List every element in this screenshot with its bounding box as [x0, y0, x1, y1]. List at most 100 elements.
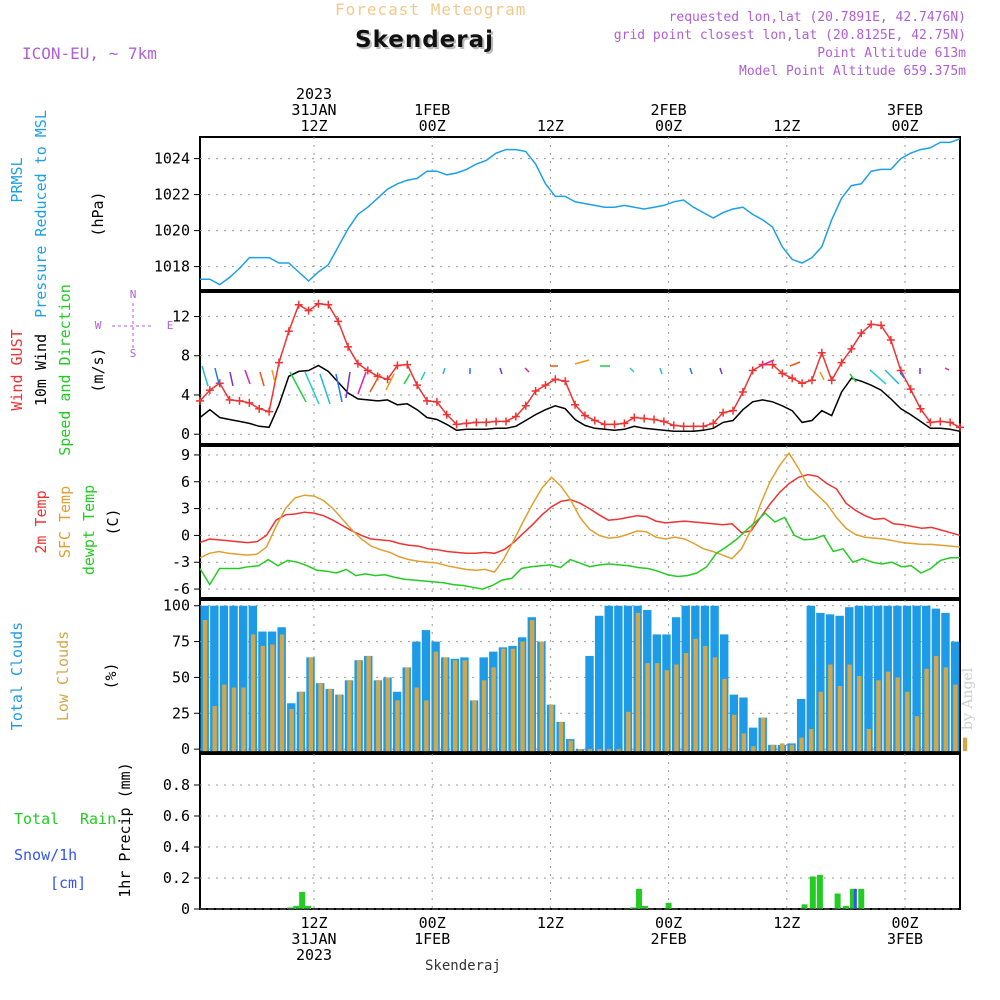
low-cloud-bar	[924, 668, 929, 752]
low-cloud-bar	[250, 634, 256, 752]
low-cloud-bar	[857, 676, 862, 752]
low-cloud-bar	[202, 620, 208, 752]
pressure-line	[200, 138, 961, 286]
wind-gust-line-marker	[363, 366, 372, 375]
rain-bar	[641, 905, 648, 909]
wind-gust-line-marker	[946, 418, 955, 427]
low-cloud-bar	[356, 660, 362, 752]
wind-gust-line-marker	[679, 422, 688, 431]
low-cloud-bar	[597, 749, 602, 752]
pressure-frame	[199, 136, 961, 291]
wind-gust-line-marker	[413, 381, 422, 390]
wind-gust-line-marker	[748, 366, 757, 375]
low-cloud-bar	[703, 645, 708, 752]
clouds-frame	[199, 599, 961, 753]
wind-gust-line-marker	[442, 410, 451, 419]
wind-gust-line-marker	[738, 388, 747, 397]
wind-direction-arrow	[420, 371, 426, 381]
wind-gust-line-marker	[215, 379, 224, 388]
wind-gust-line-marker	[196, 396, 204, 405]
wind-gust-line-marker	[452, 420, 461, 429]
total-cloud-bar	[912, 605, 921, 752]
wind-gust-line-marker	[689, 422, 698, 431]
wind-gust-line-marker	[857, 329, 866, 338]
low-cloud-bar	[260, 645, 265, 752]
wind-gust-line-marker	[255, 404, 264, 413]
wind-gust-line-marker	[798, 379, 807, 388]
precip-snow-label: Snow/1h	[14, 846, 77, 864]
wind-gust-line-marker	[245, 398, 254, 407]
chart-subtitle: Forecast Meteogram	[335, 0, 527, 19]
low-cloud-bar	[289, 708, 294, 752]
wind-gust-line-marker	[225, 395, 234, 404]
low-cloud-bar	[501, 648, 506, 752]
temperature-ytick-label: 0	[181, 526, 190, 544]
precip-ytick-label: 0.4	[163, 838, 190, 856]
wind-direction-arrow	[884, 369, 900, 385]
wind-gust-line-marker	[788, 374, 797, 383]
wind-direction-arrow	[304, 371, 320, 405]
top-axis-label: 31JAN	[291, 101, 336, 119]
total-cloud-bar	[739, 697, 748, 752]
total-cloud-bar	[594, 615, 604, 752]
total-cloud-bar	[748, 727, 758, 752]
low-cloud-bar	[664, 670, 669, 752]
wind-gust-line-marker	[265, 407, 274, 416]
low-cloud-bar	[953, 684, 958, 752]
wind-gust-line-marker	[511, 412, 520, 421]
wind-gust-line-marker	[482, 418, 491, 427]
wind-gust-line-marker	[393, 361, 402, 370]
low-cloud-bar	[780, 743, 785, 752]
temperature-ytick-label: -3	[172, 553, 190, 571]
low-cloud-bar	[366, 655, 371, 752]
bottom-axis-label: 12Z	[300, 914, 327, 932]
total-cloud-bar	[796, 698, 806, 752]
low-cloud-bar	[453, 660, 458, 752]
low-cloud-bar	[308, 657, 314, 752]
wind-direction-arrow	[259, 371, 265, 387]
top-axis-label: 00Z	[655, 117, 682, 135]
top-axis-label: 00Z	[891, 117, 918, 135]
location-title: Skenderaj	[355, 27, 495, 53]
pressure-ytick-label: 1020	[154, 222, 190, 240]
wind-ytick-label: 12	[172, 308, 190, 326]
total-cloud-bar	[873, 605, 883, 752]
wind-gust-line-marker	[314, 299, 323, 308]
temperature-ytick-label: 3	[181, 500, 190, 518]
wind-gust-line-marker	[600, 420, 609, 429]
total-cloud-bar	[623, 605, 633, 752]
wind-direction-arrow	[499, 367, 503, 375]
wind-gust-line-marker	[669, 421, 678, 430]
wind-gust-line-marker	[541, 381, 550, 390]
wind-direction-arrow	[271, 369, 276, 383]
low-cloud-bar	[635, 612, 641, 752]
low-cloud-bar	[712, 657, 718, 752]
total-cloud-bar	[864, 605, 873, 752]
wind-ytick-label: 4	[181, 386, 190, 404]
temp-dewpt-line	[199, 512, 960, 590]
total-cloud-bar	[806, 605, 815, 752]
wind-gust-line-marker	[699, 422, 708, 431]
bottom-axis-label: 2FEB	[651, 930, 687, 948]
top-axis-label: 12Z	[300, 117, 327, 135]
wind-direction-arrow	[201, 365, 209, 387]
low-cloud-bar	[376, 680, 381, 752]
clouds-ytick-label: 75	[172, 633, 190, 651]
temp-dewpt-label: dewpt Temp	[80, 485, 98, 575]
wind-gust-line-marker	[610, 420, 619, 429]
temp-unit: (C)	[104, 508, 122, 535]
wind-gust-line-marker	[344, 342, 353, 351]
wind-gust-line-marker	[561, 377, 570, 386]
low-cloud-bar	[529, 620, 535, 752]
wind-gust-line-marker	[867, 320, 876, 329]
temp-sfc-label: SFC Temp	[56, 486, 74, 558]
wind-gust-line-marker	[817, 348, 826, 357]
wind-direction-arrow	[345, 371, 351, 399]
wind-direction-arrow	[689, 367, 693, 375]
low-cloud-bar	[299, 691, 304, 752]
wind-direction-arrow	[899, 371, 905, 379]
wind-gust-line-marker	[551, 375, 560, 384]
wind-direction-arrow	[789, 361, 801, 367]
total-cloud-bar	[614, 605, 623, 752]
